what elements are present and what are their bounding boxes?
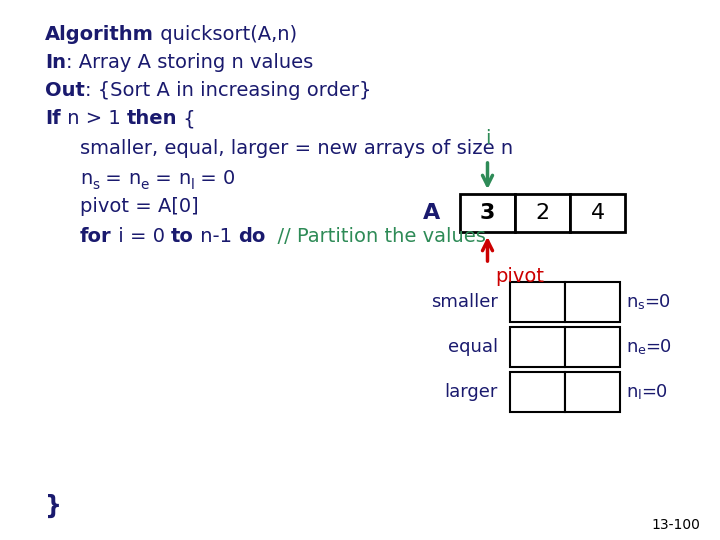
Text: do: do [238, 227, 266, 246]
Bar [565, 282, 620, 322]
Bar [510, 327, 565, 367]
Text: =: = [149, 169, 178, 188]
Bar [570, 194, 625, 232]
Text: larger: larger [445, 383, 498, 401]
Text: e: e [140, 178, 149, 192]
Text: 2: 2 [536, 203, 549, 223]
Text: smaller, equal, larger = new arrays of size n: smaller, equal, larger = new arrays of s… [80, 139, 513, 158]
Text: pivot = A[0]: pivot = A[0] [80, 197, 199, 216]
Text: n: n [626, 338, 637, 356]
Bar [510, 372, 565, 412]
Text: i = 0: i = 0 [112, 227, 171, 246]
Text: l: l [637, 389, 641, 402]
Bar [565, 327, 620, 367]
Bar [510, 282, 565, 322]
Text: 3: 3 [480, 203, 495, 223]
Text: =: = [99, 169, 128, 188]
Text: Algorithm: Algorithm [45, 25, 154, 44]
Bar [565, 372, 620, 412]
Text: A: A [423, 203, 440, 223]
Text: If: If [45, 109, 60, 128]
Text: i: i [485, 129, 490, 148]
Text: n: n [128, 169, 140, 188]
Text: n: n [178, 169, 190, 188]
Text: quicksort(A,n): quicksort(A,n) [154, 25, 297, 44]
Text: =0: =0 [644, 293, 670, 311]
Text: 4: 4 [590, 203, 605, 223]
Text: to: to [171, 227, 194, 246]
Bar [460, 194, 515, 232]
Text: equal: equal [448, 338, 498, 356]
Text: pivot: pivot [495, 267, 544, 286]
Text: e: e [637, 344, 645, 357]
Text: = 0: = 0 [194, 169, 235, 188]
Text: n: n [626, 293, 637, 311]
Text: }: } [45, 494, 62, 518]
Text: n: n [626, 383, 637, 401]
Text: n: n [80, 169, 92, 188]
Text: n-1: n-1 [194, 227, 238, 246]
Text: l: l [190, 178, 194, 192]
Text: 13-100: 13-100 [651, 518, 700, 532]
Bar [515, 194, 570, 232]
Text: smaller: smaller [431, 293, 498, 311]
Text: // Partition the values: // Partition the values [266, 227, 486, 246]
Text: then: then [127, 109, 177, 128]
Text: n > 1: n > 1 [60, 109, 127, 128]
Text: : {Sort A in increasing order}: : {Sort A in increasing order} [85, 81, 372, 100]
Text: Out: Out [45, 81, 85, 100]
Text: for: for [80, 227, 112, 246]
Text: =0: =0 [641, 383, 667, 401]
Text: s: s [92, 178, 99, 192]
Text: In: In [45, 53, 66, 72]
Text: : Array A storing n values: : Array A storing n values [66, 53, 313, 72]
Text: =0: =0 [645, 338, 672, 356]
Text: {: { [177, 109, 196, 128]
Text: s: s [637, 299, 644, 312]
